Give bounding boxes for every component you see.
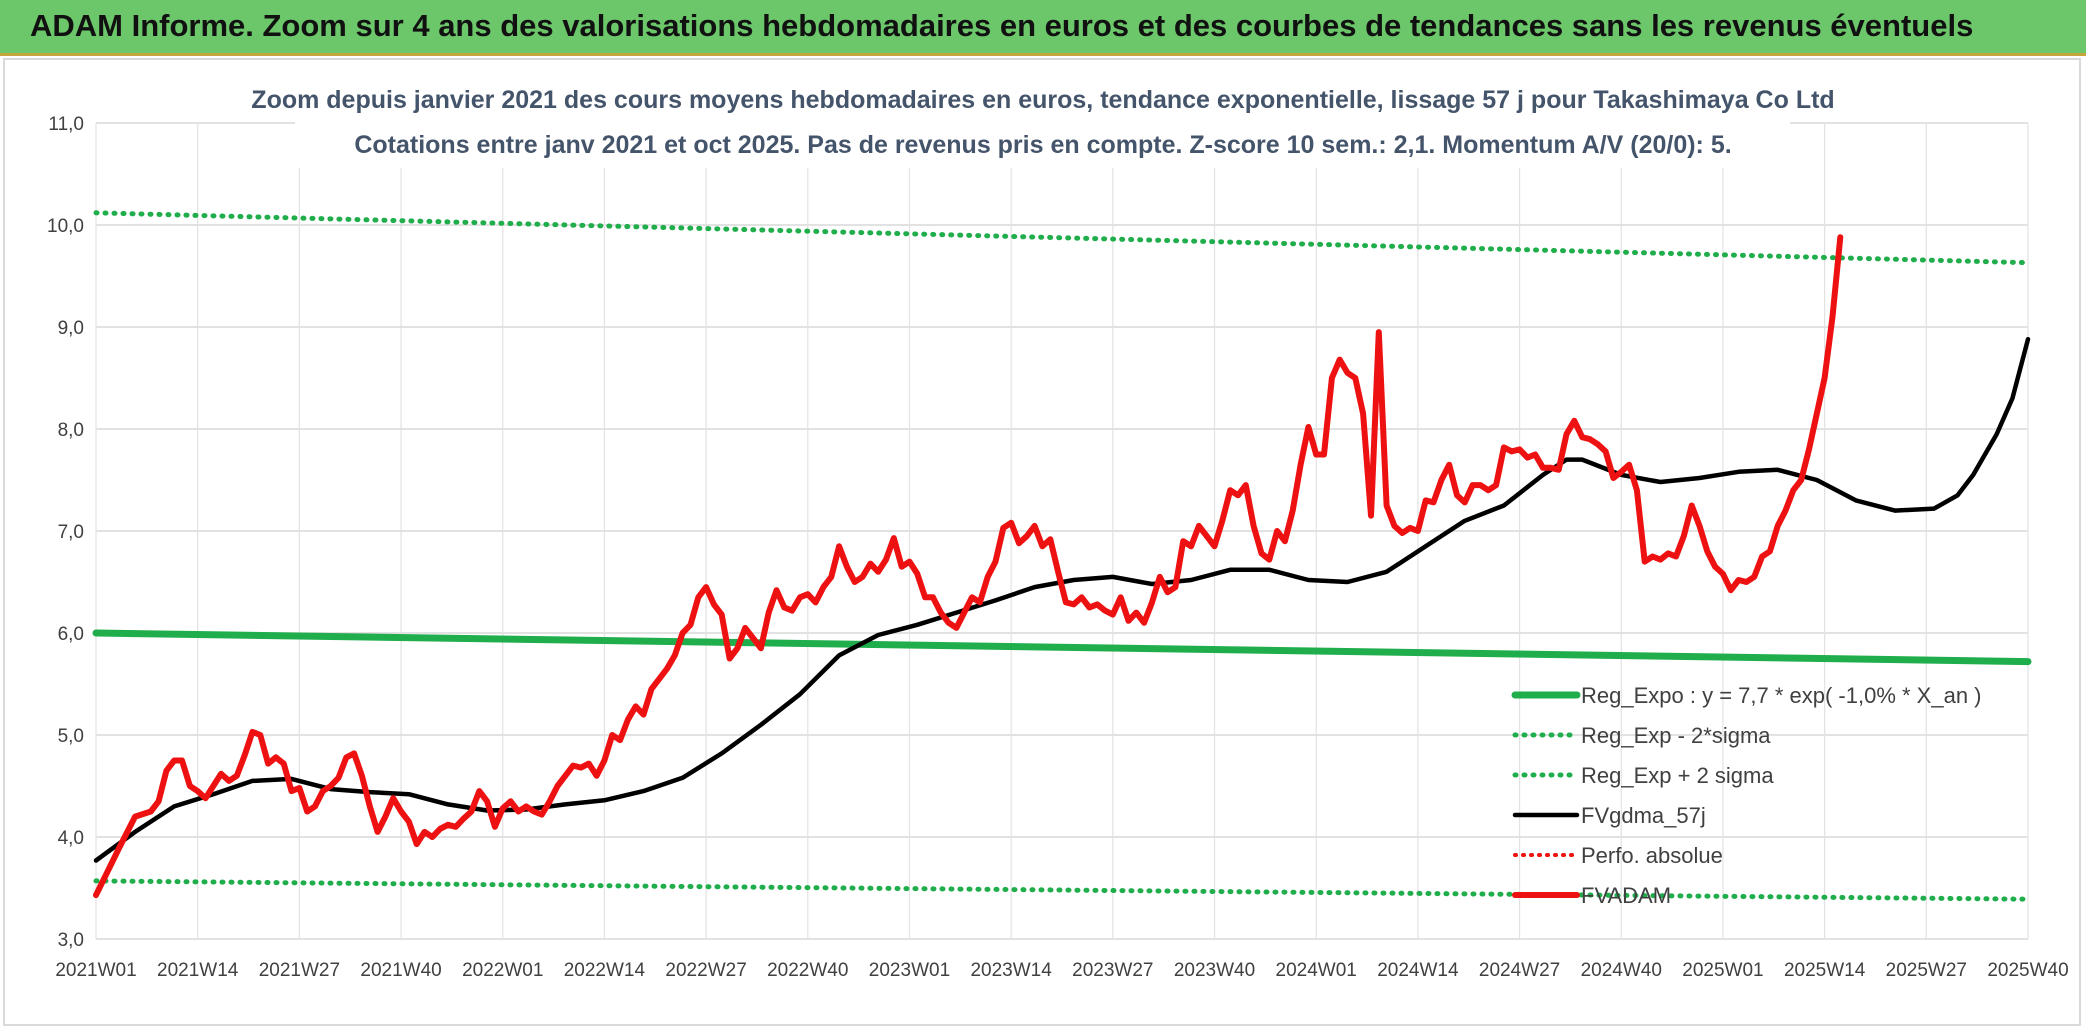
series-layer — [92, 210, 2032, 902]
x-tick-label: 2025W01 — [1682, 960, 1763, 981]
legend-label: Reg_Exp - 2*sigma — [1581, 723, 1771, 748]
y-tick-label: 3,0 — [58, 930, 84, 951]
y-tick-label: 10,0 — [47, 216, 84, 237]
y-tick-label: 8,0 — [58, 420, 84, 441]
x-tick-label: 2021W40 — [360, 960, 441, 981]
legend-label: Perfo. absolue — [1581, 843, 1723, 868]
chart-frame — [3, 58, 2081, 1026]
x-tick-label: 2023W27 — [1072, 960, 1153, 981]
chart-subtitle: Cotations entre janv 2021 et oct 2025. P… — [354, 131, 1731, 159]
x-tick-label: 2023W40 — [1174, 960, 1255, 981]
x-tick-label: 2025W14 — [1784, 960, 1866, 981]
legend-label: FVADAM — [1581, 883, 1671, 908]
x-tick-label: 2024W27 — [1479, 960, 1560, 981]
y-tick-label: 4,0 — [58, 828, 84, 849]
page-title: ADAM Informe. Zoom sur 4 ans des valoris… — [30, 8, 1974, 43]
y-tick-label: 9,0 — [58, 318, 84, 339]
x-tick-label: 2023W14 — [970, 960, 1052, 981]
series-line-1 — [93, 878, 2031, 902]
y-tick-label: 6,0 — [58, 624, 84, 645]
x-axis-ticks: 2021W01 2021W14 2021W27 2021W40 2022W01 2022W… — [55, 960, 2068, 981]
series-line-0 — [92, 629, 2032, 666]
legend-label: FVgdma_57j — [1581, 803, 1706, 828]
x-tick-label: 2023W01 — [869, 960, 950, 981]
series-line-2 — [93, 210, 2031, 266]
legend-label: Reg_Exp + 2 sigma — [1581, 763, 1774, 788]
x-tick-label: 2025W27 — [1886, 960, 1967, 981]
y-tick-label: 11,0 — [48, 114, 84, 135]
series-line-3 — [93, 336, 2031, 863]
x-tick-label: 2022W14 — [564, 960, 646, 981]
legend-label: Reg_Expo : y = 7,7 * exp( -1,0% * X_an ) — [1581, 683, 1982, 708]
chart-title: Zoom depuis janvier 2021 des cours moyen… — [251, 86, 1834, 114]
y-tick-label: 7,0 — [58, 522, 84, 543]
y-tick-label: 5,0 — [58, 726, 84, 747]
x-tick-label: 2022W40 — [767, 960, 848, 981]
x-tick-label: 2024W14 — [1377, 960, 1459, 981]
x-tick-label: 2021W01 — [55, 960, 136, 981]
y-axis-ticks: 3,0 4,0 5,0 6,0 7,0 8,0 9,0 10,0 11,0 — [47, 114, 84, 951]
legend: Reg_Expo : y = 7,7 * exp( -1,0% * X_an )… — [1511, 683, 1982, 908]
x-tick-label: 2022W01 — [462, 960, 543, 981]
x-tick-label: 2022W27 — [665, 960, 746, 981]
x-tick-label: 2025W40 — [1987, 960, 2068, 981]
x-tick-label: 2024W40 — [1581, 960, 1662, 981]
x-tick-label: 2024W01 — [1276, 960, 1357, 981]
title-backdrop — [295, 78, 1790, 168]
series-line-5 — [93, 234, 1844, 899]
x-tick-label: 2021W14 — [157, 960, 239, 981]
header-bar: ADAM Informe. Zoom sur 4 ans des valoris… — [0, 0, 2086, 56]
x-tick-label: 2021W27 — [259, 960, 340, 981]
